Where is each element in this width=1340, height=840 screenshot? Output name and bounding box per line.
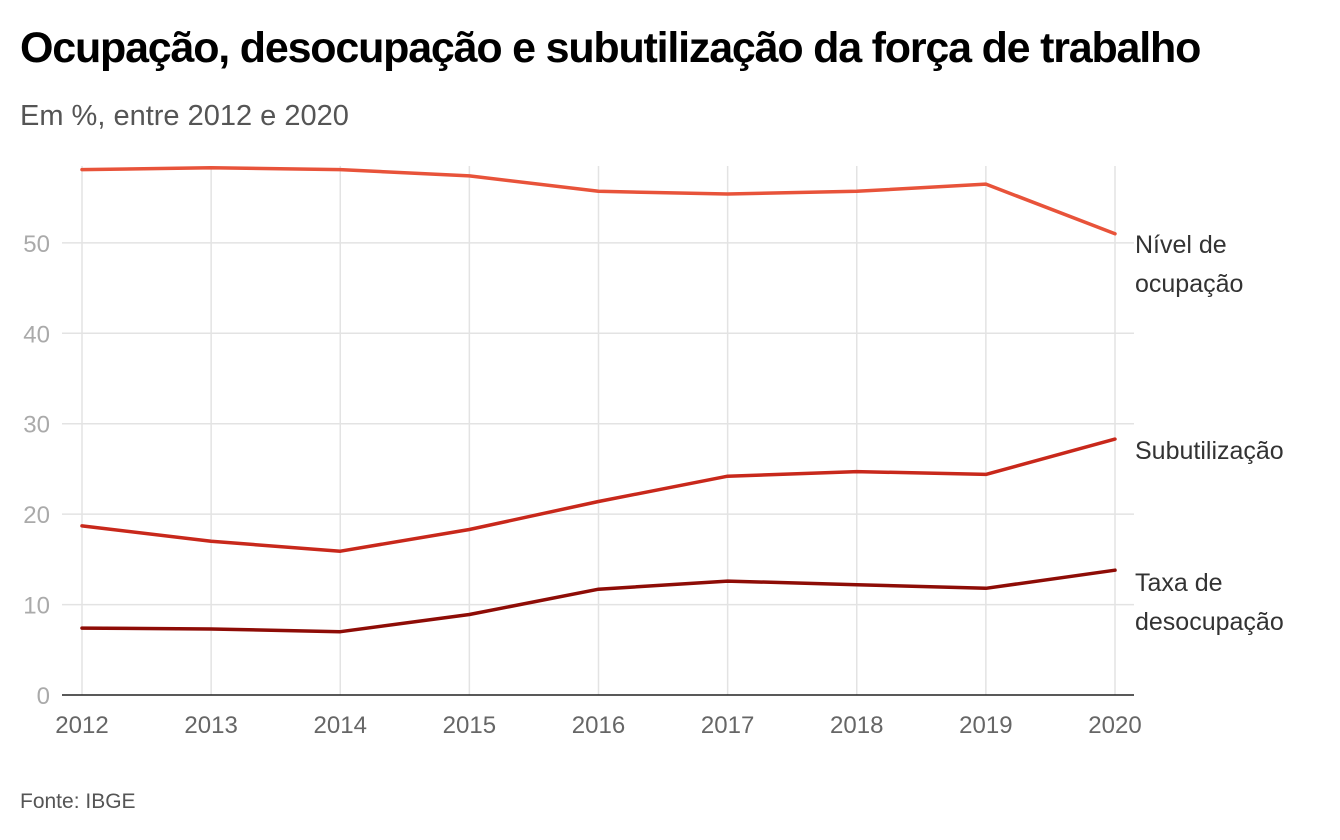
x-tick-label: 2014 — [314, 712, 367, 739]
series-labels: Nível de ocupação Subutilização Taxa de deso… — [1135, 231, 1284, 636]
x-tick-label: 2013 — [184, 712, 237, 739]
x-tick-label: 2018 — [830, 712, 883, 739]
series-label: ocupação — [1135, 270, 1243, 298]
series-lines — [80, 166, 1117, 634]
y-tick-label: 10 — [23, 593, 50, 620]
y-tick-label: 0 — [37, 683, 50, 710]
series-line — [80, 437, 1117, 553]
x-tick-label: 2016 — [572, 712, 625, 739]
source-note: Fonte: IBGE — [20, 790, 136, 813]
series-label: Taxa de — [1135, 569, 1223, 597]
y-tick-label: 30 — [23, 412, 50, 439]
y-tick-label: 40 — [23, 321, 50, 348]
chart-title: Ocupação, desocupação e subutilização da… — [20, 24, 1201, 72]
series-label: Nível de — [1135, 231, 1227, 259]
x-tick-label: 2015 — [443, 712, 496, 739]
x-tick-label: 2020 — [1088, 712, 1141, 739]
x-tick-label: 2017 — [701, 712, 754, 739]
y-tick-label: 50 — [23, 231, 50, 258]
series-line — [80, 166, 1117, 236]
series-label: desocupação — [1135, 608, 1284, 636]
chart-subtitle: Em %, entre 2012 e 2020 — [20, 100, 349, 132]
axes: 2012 2013 2014 2015 2016 2017 2018 2019 2020 0 10 2… — [23, 231, 1141, 739]
series-label: Subutilização — [1135, 437, 1284, 465]
x-tick-label: 2012 — [55, 712, 108, 739]
y-tick-label: 20 — [23, 502, 50, 529]
gridlines — [62, 166, 1134, 695]
x-tick-label: 2019 — [959, 712, 1012, 739]
series-line — [80, 568, 1117, 634]
